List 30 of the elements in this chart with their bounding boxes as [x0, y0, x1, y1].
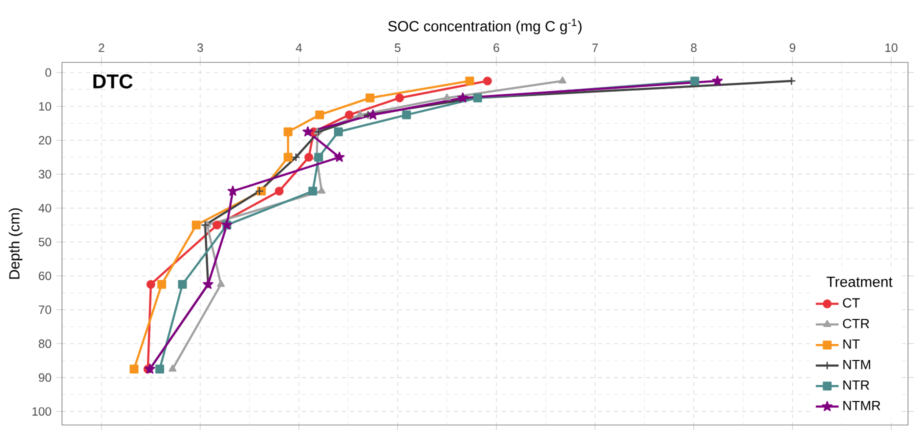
legend-label: NTM	[843, 360, 870, 370]
y-tick-label: 60	[38, 272, 52, 280]
y-tick-label: 100	[32, 407, 52, 416]
x-tick-label: 7	[592, 44, 598, 52]
x-axis-title: SOC concentration (mg C g$^{-1}$)	[388, 18, 582, 34]
y-tick-label: 30	[38, 170, 52, 178]
y-tick-label: 40	[38, 204, 52, 212]
annotation: DTC	[93, 74, 133, 88]
legend-label: NTR	[843, 380, 870, 390]
x-tick-label: 5	[394, 44, 400, 52]
y-tick-label: 0	[45, 68, 52, 77]
legend-label: CT	[842, 298, 860, 308]
x-tick-label: 6	[494, 43, 500, 52]
y-tick-label: 90	[38, 373, 52, 382]
y-tick-label: 80	[38, 339, 52, 348]
x-tick-label: 10	[885, 43, 898, 52]
x-tick-label: 8	[690, 43, 697, 52]
x-tick-label: 9	[790, 43, 796, 52]
legend-label: NT	[843, 339, 860, 349]
legend-title: Treatment	[826, 276, 893, 287]
y-tick-label: 20	[38, 136, 52, 145]
y-tick-label: 70	[38, 306, 52, 314]
y-tick-label: 10	[39, 102, 52, 111]
legend-label: NTMR	[843, 400, 880, 410]
y-axis-title: Depth (cm)	[8, 208, 22, 279]
y-tick-label: 50	[38, 238, 52, 246]
x-tick-label: 2	[98, 44, 104, 52]
legend-label: CTR	[842, 318, 870, 328]
x-tick-label: 4	[296, 44, 302, 52]
x-tick-label: 3	[197, 43, 204, 52]
